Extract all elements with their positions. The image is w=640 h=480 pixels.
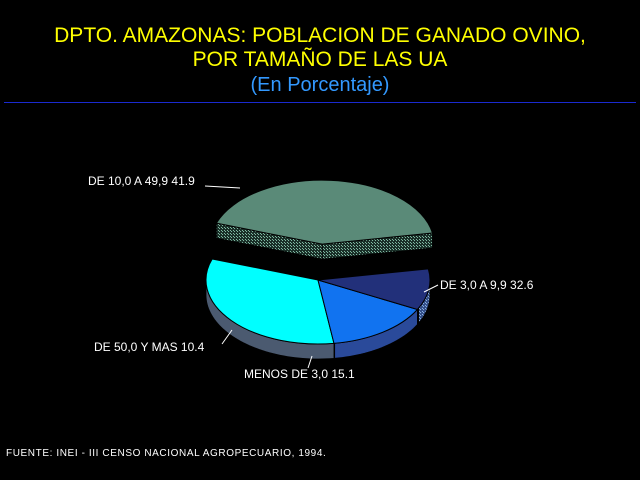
chart-title-line-2: POR TAMAÑO DE LAS UA xyxy=(192,48,448,71)
slice-label-de-3-a-9: DE 3,0 A 9,9 32.6 xyxy=(440,278,534,292)
chart-subtitle: (En Porcentaje) xyxy=(250,74,390,96)
chart-title-line-1: DPTO. AMAZONAS: POBLACION DE GANADO OVIN… xyxy=(54,24,586,47)
slice-label-de-50-y-mas: DE 50,0 Y MAS 10.4 xyxy=(94,340,205,354)
source-note: FUENTE: INEI - III CENSO NACIONAL AGROPE… xyxy=(6,448,327,459)
leader-line-de-10-a-49 xyxy=(204,185,241,189)
pie-slice-de-3-a-9 xyxy=(205,258,335,345)
leader-line-de-3-a-9 xyxy=(423,284,439,293)
pie-slice-de-10-a-49 xyxy=(215,179,434,245)
slice-label-menos-de-3: MENOS DE 3,0 15.1 xyxy=(244,367,355,381)
slice-label-de-10-a-49: DE 10,0 A 49,9 41.9 xyxy=(88,174,195,188)
pie-slice-menos-de-3 xyxy=(317,279,419,344)
title-divider xyxy=(4,102,636,103)
leader-line-de-50-y-mas xyxy=(221,329,233,345)
leader-line-menos-de-3 xyxy=(307,355,313,369)
